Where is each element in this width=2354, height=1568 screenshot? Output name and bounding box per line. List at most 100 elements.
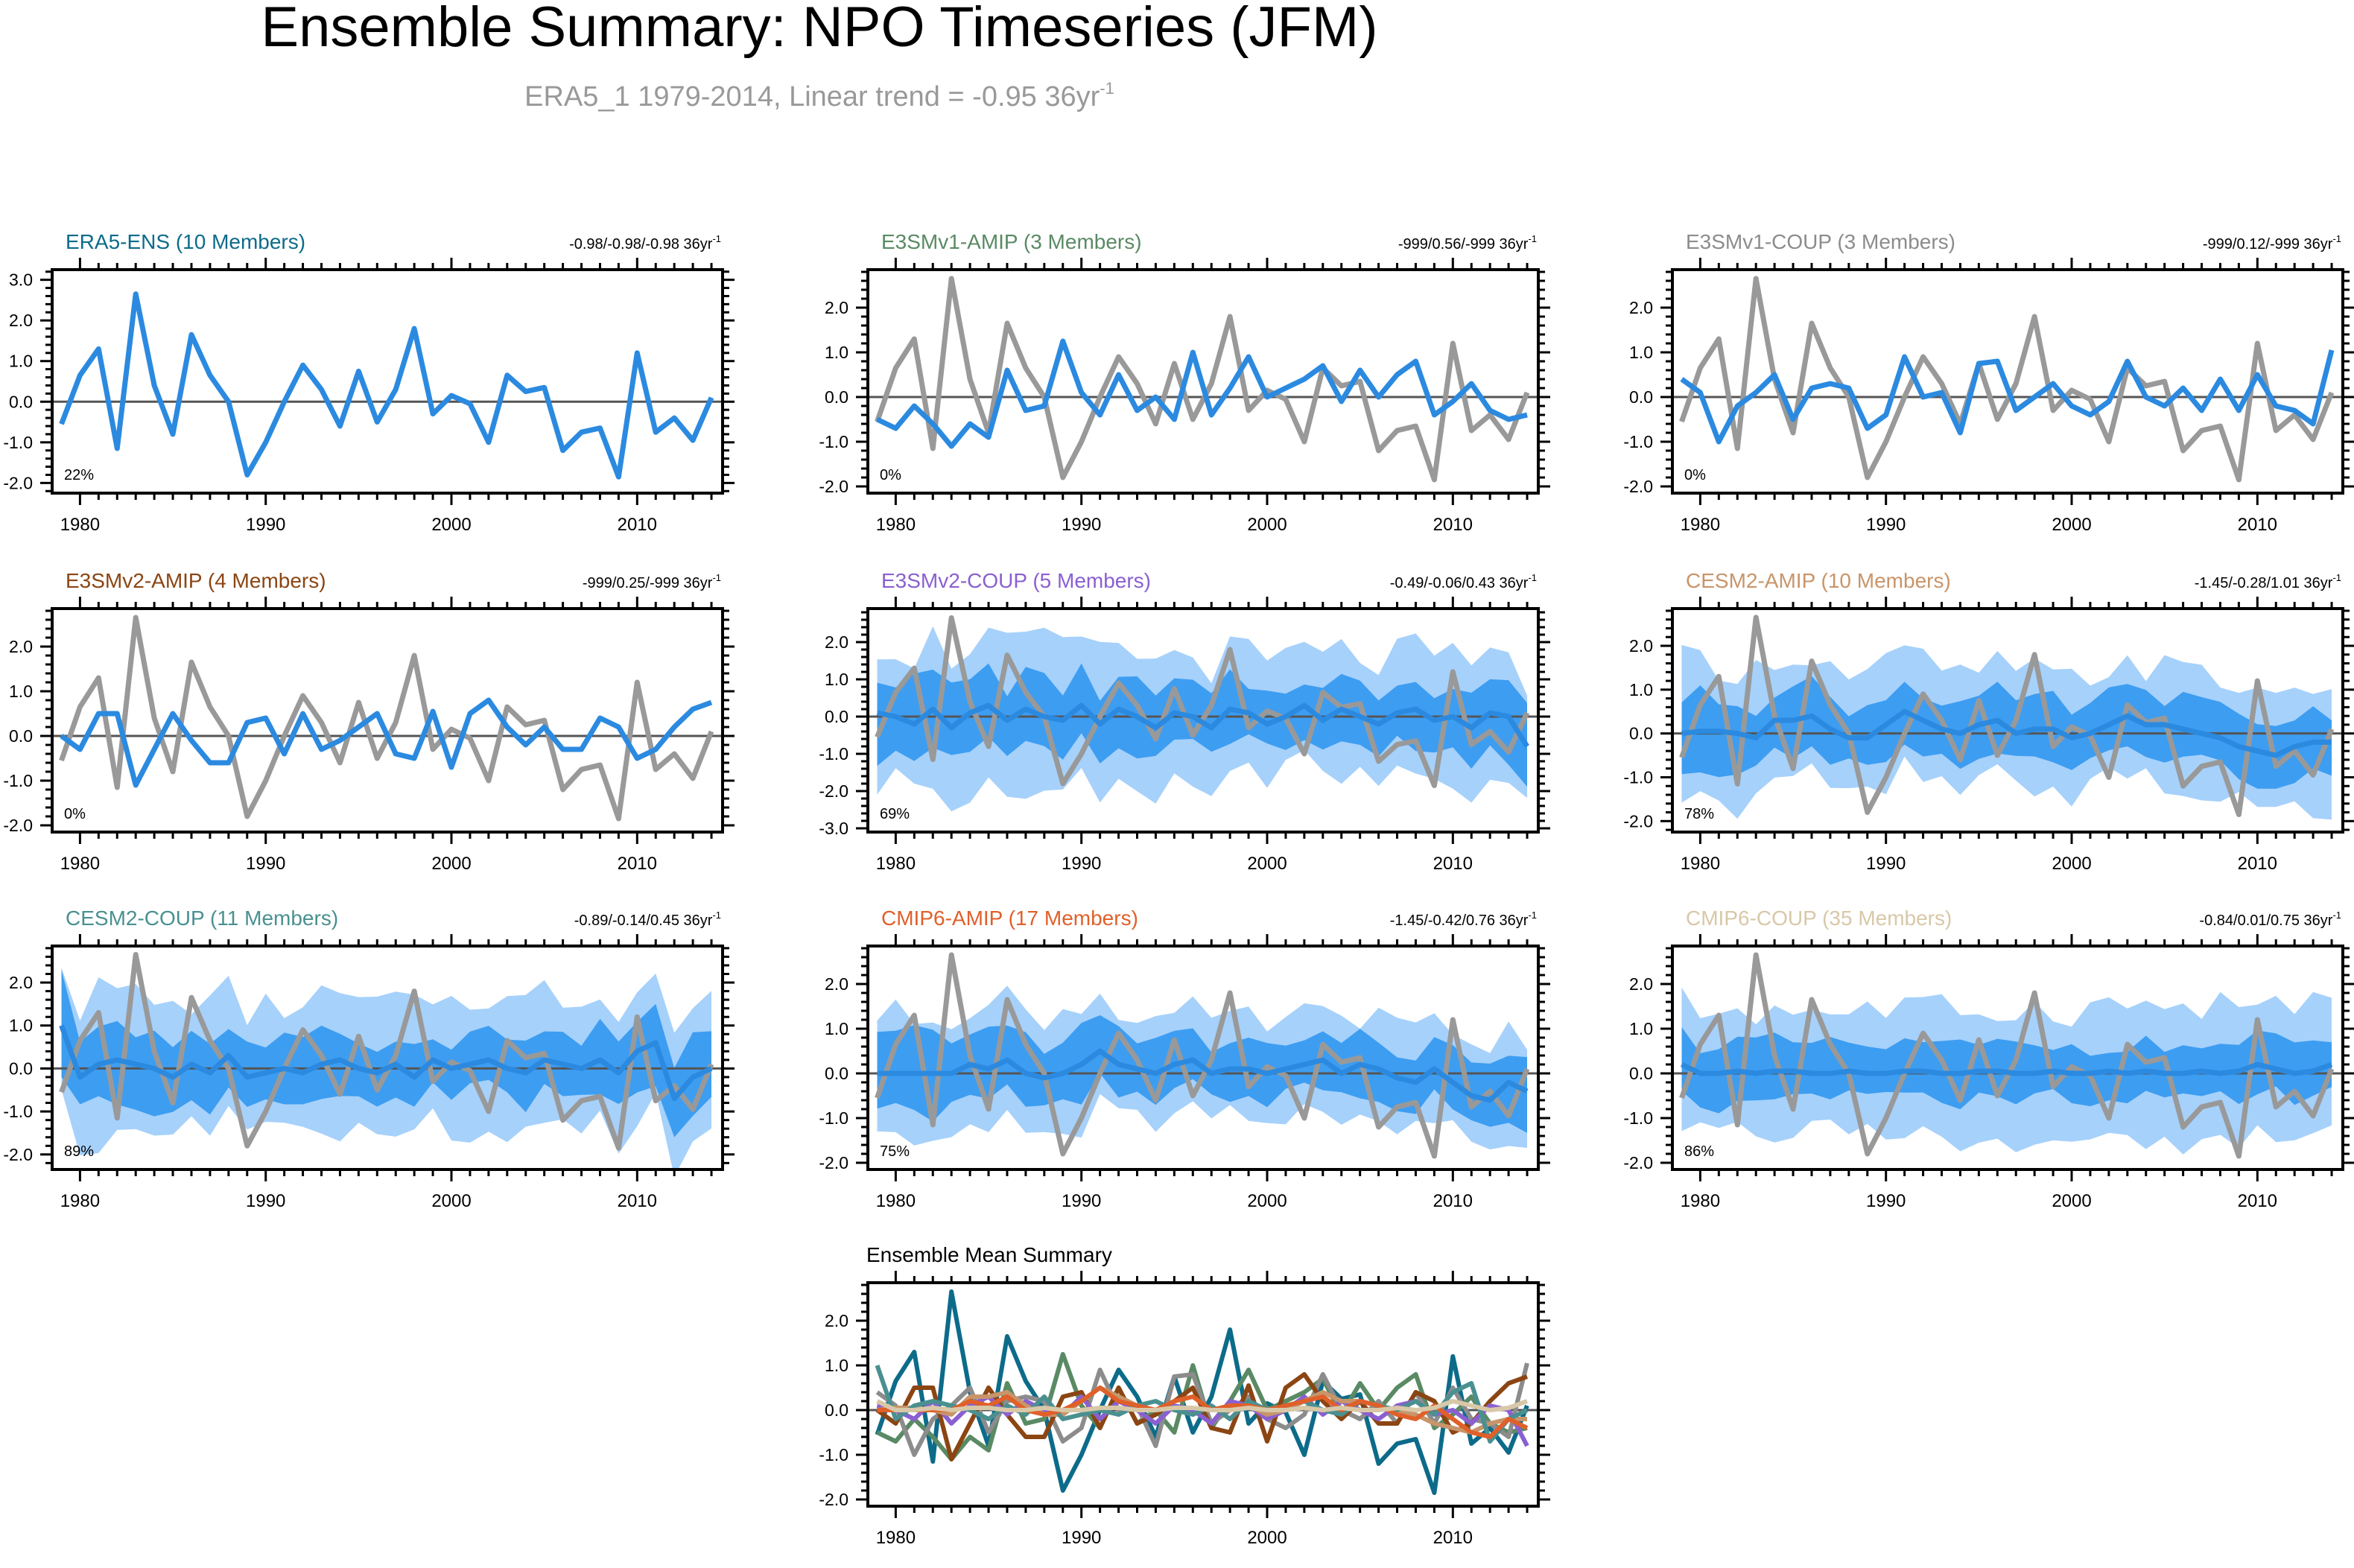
x-tick-label: 1990 bbox=[1062, 854, 1101, 874]
panel-5: CESM2-AMIP (10 Members) -1.45/-0.28/1.01 … bbox=[1623, 569, 2354, 874]
y-tick-label: -1.0 bbox=[1623, 767, 1653, 787]
y-tick-label: -2.0 bbox=[3, 473, 33, 492]
figure-subtitle: ERA5_1 1979-2014, Linear trend = -0.95 3… bbox=[524, 79, 1114, 112]
panel-title: CESM2-COUP (11 Members) bbox=[66, 907, 338, 930]
plot-area bbox=[52, 291, 723, 480]
x-tick-label: 1990 bbox=[246, 1191, 285, 1211]
panel-8: CMIP6-COUP (35 Members) -0.84/0.01/0.75 3… bbox=[1623, 907, 2354, 1211]
y-tick-label: 1.0 bbox=[1629, 343, 1653, 362]
y-tick-label: 1.0 bbox=[1629, 680, 1653, 699]
plot-frame bbox=[1671, 607, 2344, 834]
plot-area bbox=[1672, 615, 2343, 820]
x-tick-label: 1980 bbox=[1681, 1191, 1720, 1211]
panel-trend-sup: -1 bbox=[712, 572, 721, 583]
x-tick-label: 1990 bbox=[1866, 854, 1906, 874]
y-tick-label: 0.0 bbox=[9, 726, 33, 746]
ensemble-mean-line bbox=[875, 338, 1528, 449]
panel-trend: -1.45/-0.28/1.01 36yr-1 bbox=[2195, 572, 2341, 591]
percent-label: 0% bbox=[1684, 467, 1706, 483]
y-tick-label: -1.0 bbox=[819, 1445, 848, 1464]
y-tick-label: 0.0 bbox=[1629, 1064, 1653, 1083]
panel-title: CESM2-AMIP (10 Members) bbox=[1686, 569, 1951, 592]
plot-area bbox=[52, 615, 723, 822]
panel-title: E3SMv1-AMIP (3 Members) bbox=[881, 230, 1142, 253]
y-tick-label: 0.0 bbox=[825, 707, 848, 726]
y-tick-label: 0.0 bbox=[825, 387, 848, 407]
x-tick-label: 2010 bbox=[618, 854, 657, 874]
panel-3: E3SMv2-AMIP (4 Members) -999/0.25/-999 36… bbox=[3, 569, 735, 874]
percent-label: 75% bbox=[880, 1143, 910, 1160]
ensemble-mean-line bbox=[1681, 708, 2332, 758]
x-tick-label: 1990 bbox=[1062, 1528, 1101, 1548]
plot-area bbox=[1672, 952, 2343, 1159]
y-tick-label: -2.0 bbox=[1623, 477, 1653, 496]
panel-title: CMIP6-AMIP (17 Members) bbox=[881, 907, 1138, 930]
y-tick-label: -2.0 bbox=[3, 816, 33, 835]
panel-7: CMIP6-AMIP (17 Members) -1.45/-0.42/0.76 … bbox=[819, 907, 1550, 1211]
percent-label: 69% bbox=[880, 806, 910, 822]
panel-trend: -999/0.12/-999 36yr-1 bbox=[2203, 233, 2341, 253]
spread-band-inner bbox=[61, 970, 711, 1137]
figure-subtitle-main: ERA5_1 1979-2014, Linear trend = -0.95 3… bbox=[524, 81, 1100, 112]
plot-frame bbox=[51, 607, 724, 834]
panel-trend-main: -999/0.25/-999 36yr bbox=[583, 575, 713, 591]
x-tick-label: 1990 bbox=[1866, 515, 1906, 535]
panel-trend: -0.49/-0.06/0.43 36yr-1 bbox=[1390, 572, 1537, 591]
x-tick-label: 2010 bbox=[2238, 1191, 2277, 1211]
panel-trend: -1.45/-0.42/0.76 36yr-1 bbox=[1390, 910, 1537, 929]
x-tick-label: 2000 bbox=[431, 515, 471, 535]
x-tick-label: 2010 bbox=[2238, 515, 2277, 535]
ensemble-mean-line bbox=[1680, 1061, 2333, 1076]
y-tick-label: -2.0 bbox=[819, 1153, 848, 1172]
y-tick-label: -1.0 bbox=[1623, 1108, 1653, 1128]
y-tick-label: 2.0 bbox=[1629, 974, 1653, 994]
panel-trend-main: -1.45/-0.28/1.01 36yr bbox=[2195, 575, 2333, 591]
panel-title: E3SMv2-AMIP (4 Members) bbox=[66, 569, 326, 592]
y-tick-label: 0.0 bbox=[1629, 387, 1653, 407]
x-tick-label: 2000 bbox=[2052, 1191, 2091, 1211]
panel-trend-sup: -1 bbox=[1528, 910, 1537, 921]
plot-frame bbox=[51, 268, 724, 495]
x-tick-label: 1980 bbox=[60, 515, 100, 535]
x-tick-label: 2010 bbox=[2238, 854, 2277, 874]
panel-trend-sup: -1 bbox=[1528, 572, 1537, 583]
obs-line bbox=[1679, 276, 2335, 483]
y-tick-label: 0.0 bbox=[825, 1064, 848, 1083]
panel-trend-main: -1.45/-0.42/0.76 36yr bbox=[1390, 912, 1529, 929]
x-tick-label: 1980 bbox=[60, 1191, 100, 1211]
y-tick-label: 0.0 bbox=[9, 392, 33, 411]
y-tick-label: 2.0 bbox=[825, 632, 848, 652]
x-tick-label: 1980 bbox=[1681, 515, 1720, 535]
x-tick-label: 2000 bbox=[2052, 515, 2091, 535]
panel-trend-sup: -1 bbox=[2332, 572, 2341, 583]
ensemble-mean-line bbox=[59, 291, 714, 480]
obs-line bbox=[1679, 615, 2335, 817]
figure-title: Ensemble Summary: NPO Timeseries (JFM) bbox=[261, 0, 1377, 59]
y-tick-label: -2.0 bbox=[1623, 1153, 1653, 1172]
x-tick-label: 1990 bbox=[1866, 1191, 1906, 1211]
y-tick-label: 1.0 bbox=[825, 670, 848, 689]
percent-label: 0% bbox=[64, 806, 86, 822]
x-tick-label: 2000 bbox=[1247, 515, 1287, 535]
x-tick-label: 1980 bbox=[876, 515, 916, 535]
x-tick-label: 2010 bbox=[1433, 1191, 1473, 1211]
ensemble-mean-line bbox=[876, 702, 1529, 748]
panel-trend-sup: -1 bbox=[2332, 910, 2341, 921]
x-tick-label: 2000 bbox=[1247, 854, 1287, 874]
plot-area bbox=[868, 615, 1538, 812]
x-tick-label: 1980 bbox=[1681, 854, 1720, 874]
y-tick-label: 1.0 bbox=[825, 1356, 848, 1375]
panel-trend-main: -999/0.12/-999 36yr bbox=[2203, 236, 2333, 253]
y-tick-label: -1.0 bbox=[819, 744, 848, 764]
plot-area bbox=[868, 276, 1538, 483]
y-tick-label: 1.0 bbox=[1629, 1019, 1653, 1038]
percent-label: 89% bbox=[64, 1143, 94, 1160]
panel-trend-main: -999/0.56/-999 36yr bbox=[1398, 236, 1529, 253]
y-tick-label: 1.0 bbox=[9, 1016, 33, 1035]
percent-label: 86% bbox=[1684, 1143, 1714, 1160]
panel-trend: -999/0.25/-999 36yr-1 bbox=[583, 572, 721, 591]
panel-title: E3SMv1-COUP (3 Members) bbox=[1686, 230, 1955, 253]
plot-area bbox=[1672, 276, 2343, 483]
plot-frame bbox=[866, 268, 1540, 495]
y-tick-label: 2.0 bbox=[9, 637, 33, 656]
